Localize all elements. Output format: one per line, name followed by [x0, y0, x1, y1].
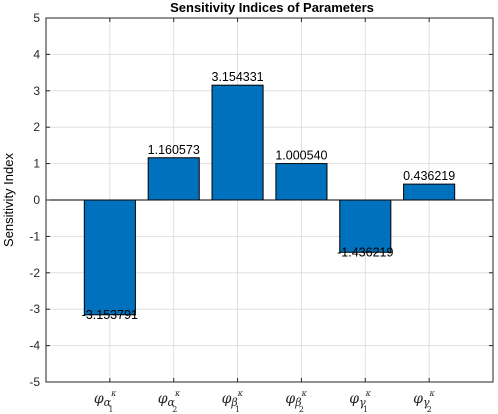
y-tick-label: -4 [29, 339, 40, 353]
y-axis-label: Sensitivity Index [1, 153, 16, 247]
x-tick-label: φγκ 2 [413, 389, 435, 414]
bar-data-label: 1.000540 [275, 149, 327, 163]
y-tick-label: 0 [33, 193, 40, 207]
bars [83, 84, 456, 316]
bar [211, 84, 264, 201]
axes: -5 -4 -3 -2 -1 0 1 2 3 4 5 φακ 1 φακ 2 φβκ 1 φβκ 2 φγκ 1 φγκ 2 [29, 11, 494, 414]
y-tick-label: 2 [33, 120, 40, 134]
data-labels: -3.153791 1.160573 3.154331 1.000540 -1.4362… [82, 70, 456, 322]
y-tick-label: -3 [29, 302, 40, 316]
chart-title: Sensitivity Indices of Parameters [170, 0, 374, 15]
x-tick-label: φβκ 2 [285, 389, 307, 414]
bar-data-label: 1.160573 [148, 143, 200, 157]
bar [147, 157, 200, 201]
y-tick-label: -2 [29, 266, 40, 280]
y-tick-label: 1 [33, 157, 40, 171]
y-tick-label: -1 [29, 229, 40, 243]
x-tick-label: φβκ 1 [222, 389, 244, 414]
bar-data-label: -1.436219 [337, 245, 393, 259]
y-tick-label: 3 [33, 84, 40, 98]
x-tick-label: φακ 1 [94, 389, 117, 414]
bar [275, 163, 328, 201]
x-tick-label: φακ 2 [158, 389, 181, 414]
bar [83, 199, 136, 316]
y-tick-label: 4 [33, 47, 40, 61]
bar [403, 183, 456, 201]
y-tick-label: 5 [33, 11, 40, 25]
x-tick-label: φγκ 1 [349, 389, 371, 414]
bar-data-label: 0.436219 [403, 169, 455, 183]
y-tick-label: -5 [29, 375, 40, 389]
bar-data-label: -3.153791 [82, 308, 138, 322]
bar [339, 199, 392, 253]
bar-data-label: 3.154331 [212, 70, 264, 84]
